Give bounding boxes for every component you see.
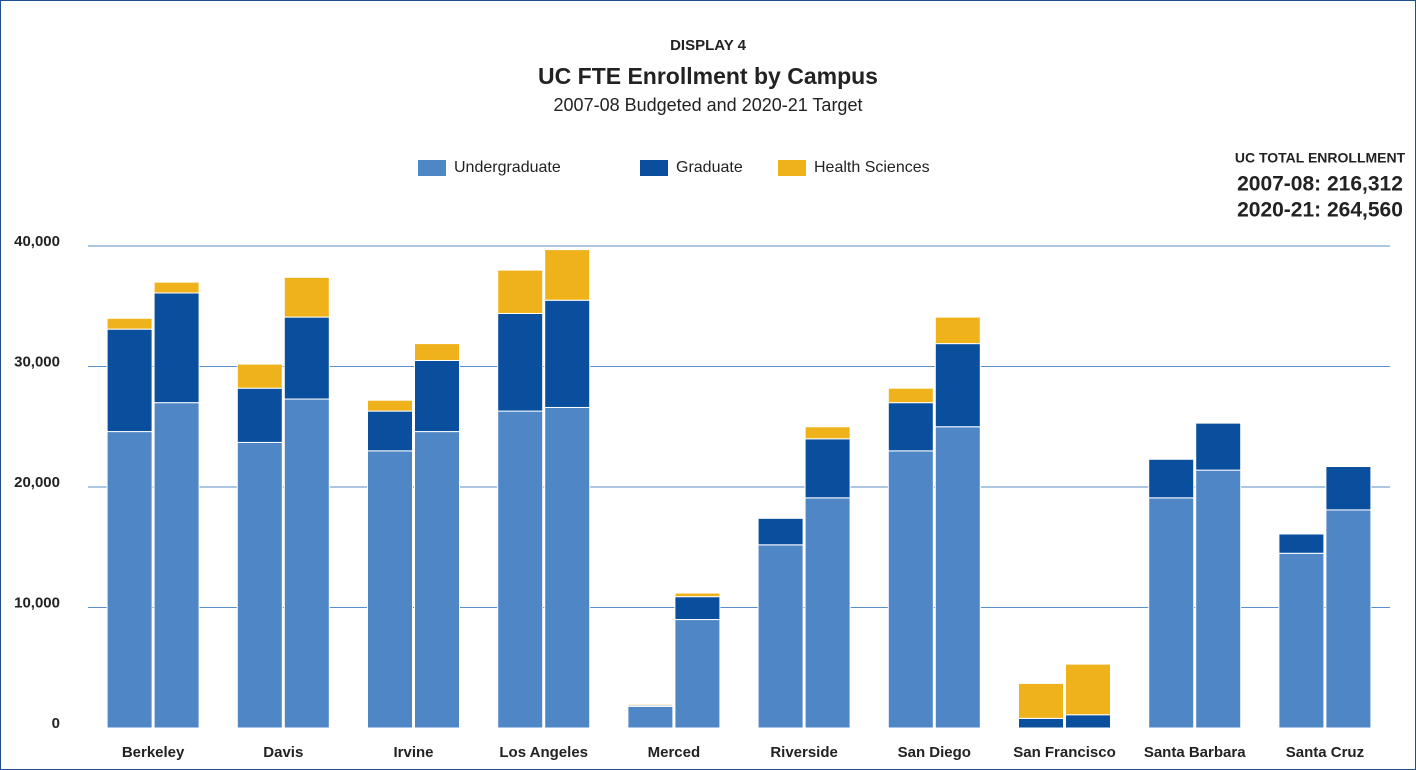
bar-segment: [497, 269, 544, 314]
bar-segment: [106, 317, 153, 330]
bar-segment: [236, 363, 283, 389]
bar-segment: [236, 441, 283, 729]
bar-segment: [1278, 552, 1325, 729]
bar-segment: [1278, 533, 1325, 554]
x-tick-label: Berkeley: [122, 744, 185, 761]
bar-segment: [887, 387, 934, 404]
bar-segment: [674, 619, 721, 729]
bar-segment: [153, 292, 200, 404]
x-tick-label: Santa Cruz: [1286, 744, 1364, 761]
bar-segment: [106, 328, 153, 433]
bar-segment: [497, 410, 544, 729]
bar-segment: [1148, 497, 1195, 729]
kicker: DISPLAY 4: [670, 37, 747, 54]
legend-swatch: [640, 160, 668, 176]
bar-segment: [544, 406, 591, 729]
bar-segment: [283, 276, 330, 318]
bar-segment: [367, 450, 413, 729]
bar-segment: [153, 281, 200, 294]
x-tick-label: Merced: [648, 744, 701, 761]
bar-segment: [1195, 422, 1242, 471]
bar-segment: [544, 299, 591, 408]
annotation: 2007-08: 216,312: [1237, 173, 1403, 196]
bar-segment: [934, 426, 981, 729]
bar-segment: [804, 438, 851, 499]
bar-segment: [1325, 466, 1372, 511]
chart-title: UC FTE Enrollment by Campus: [538, 63, 878, 89]
bar-segment: [1195, 469, 1242, 729]
x-tick-label: San Diego: [898, 744, 971, 761]
legend-label: Undergraduate: [454, 159, 561, 176]
legend-swatch: [778, 160, 806, 176]
x-tick-label: Davis: [263, 744, 303, 761]
bar-segment: [497, 312, 544, 412]
x-tick-label: Irvine: [393, 744, 433, 761]
bar-segment: [283, 316, 330, 400]
legend-label: Health Sciences: [814, 159, 930, 176]
bar-segment: [1018, 717, 1064, 729]
bar-segment: [934, 343, 981, 428]
x-tick-label: Riverside: [770, 744, 838, 761]
bar-segment: [1065, 663, 1111, 716]
bar-segment: [1018, 682, 1064, 719]
bar-segment: [887, 450, 934, 729]
bar-segment: [283, 398, 330, 729]
chart-subtitle: 2007-08 Budgeted and 2020-21 Target: [554, 95, 863, 115]
annotation: UC TOTAL ENROLLMENT: [1235, 150, 1406, 166]
y-tick-label: 0: [52, 715, 60, 732]
bar-segment: [804, 426, 851, 440]
bar-segment: [887, 402, 934, 452]
legend-label: Graduate: [676, 159, 743, 176]
y-tick-label: 30,000: [14, 353, 60, 370]
bar-segment: [1148, 458, 1195, 499]
bar-segment: [757, 544, 804, 729]
bar-segment: [804, 497, 851, 729]
bar-segment: [367, 399, 413, 412]
x-tick-label: San Francisco: [1013, 744, 1116, 761]
bar-segment: [236, 387, 283, 443]
bar-segment: [1065, 714, 1111, 729]
annotation: 2020-21: 264,560: [1237, 199, 1403, 222]
bar-segment: [367, 410, 413, 452]
y-tick-label: 40,000: [14, 233, 60, 250]
bar-segment: [106, 431, 153, 729]
x-tick-label: Santa Barbara: [1144, 744, 1246, 761]
y-tick-label: 10,000: [14, 594, 60, 611]
bar-segment: [544, 249, 591, 301]
bar-segment: [1325, 509, 1372, 729]
bar-segment: [414, 431, 460, 729]
bar-segment: [674, 592, 721, 598]
y-tick-label: 20,000: [14, 474, 60, 491]
bar-segment: [934, 316, 981, 345]
bar-segment: [757, 517, 804, 546]
bar-segment: [627, 703, 674, 706]
bar-segment: [674, 596, 721, 621]
legend-swatch: [418, 160, 446, 176]
x-tick-label: Los Angeles: [499, 744, 588, 761]
bar-segment: [414, 343, 460, 361]
bar-segment: [414, 359, 460, 433]
bar-segment: [153, 402, 200, 729]
bar-segment: [627, 705, 674, 729]
